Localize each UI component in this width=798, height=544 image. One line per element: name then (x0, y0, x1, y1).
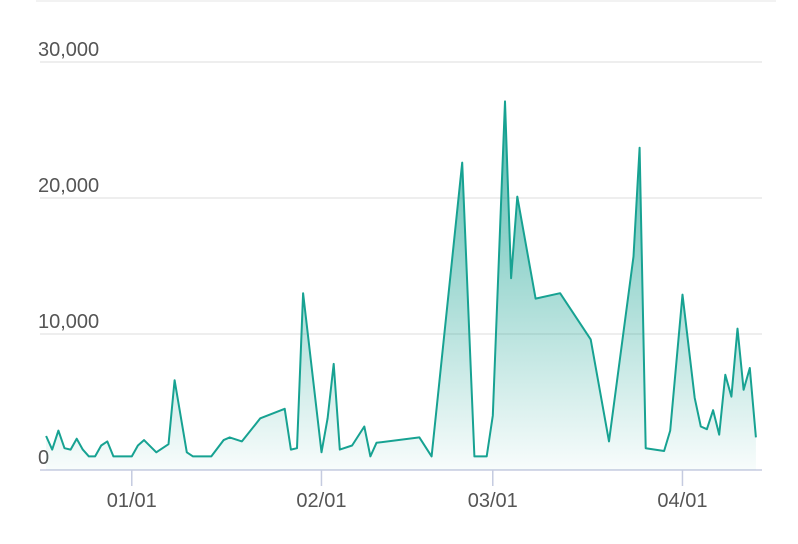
x-tick-label: 02/01 (296, 490, 346, 512)
y-tick-label: 30,000 (38, 39, 99, 61)
area-fill (46, 101, 756, 471)
x-tick-label: 03/01 (468, 490, 518, 512)
y-tick-label: 0 (38, 447, 49, 469)
area-line (45, 100, 757, 458)
y-tick-label: 10,000 (38, 311, 99, 333)
x-tick-label: 04/01 (657, 490, 707, 512)
y-tick-label: 20,000 (38, 175, 99, 197)
x-tick-label: 01/01 (107, 490, 157, 512)
